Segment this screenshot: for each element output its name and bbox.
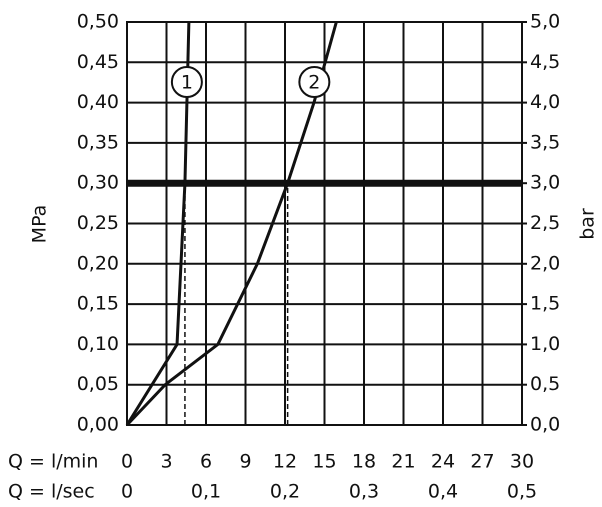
y-tick-label: 0,25 <box>77 212 119 234</box>
y2-tick-label: 1,0 <box>530 333 560 355</box>
x2-tick-label: 0 <box>121 481 133 503</box>
x2-axis-label: Q = l/sec <box>8 481 95 503</box>
y-tick-label: 0,20 <box>77 252 119 274</box>
y2-tick-label: 3,5 <box>530 131 560 153</box>
curve <box>125 21 191 426</box>
y2-tick-label: 2,0 <box>530 252 560 274</box>
x-tick-label: 3 <box>160 451 172 473</box>
curve-label: 2 <box>308 72 320 94</box>
y-tick-label: 0,45 <box>77 51 119 73</box>
x-tick-label: 18 <box>352 451 376 473</box>
plot-frame <box>126 21 523 426</box>
y2-tick-label: 4,5 <box>530 51 560 73</box>
y-tick-label: 0,15 <box>77 293 119 315</box>
x2-tick-label: 0,5 <box>507 481 537 503</box>
curve-label-circle <box>170 66 203 98</box>
x-tick-label: 12 <box>273 451 297 473</box>
y2-tick-label: 5,0 <box>530 11 560 33</box>
x-tick-label: 0 <box>121 451 133 473</box>
x-tick-label: 9 <box>239 451 251 473</box>
y-tick-label: 0,50 <box>77 11 119 33</box>
x2-tick-label: 0,4 <box>428 481 458 503</box>
y-tick-label: 0,30 <box>77 172 119 194</box>
y2-tick-label: 3,0 <box>530 172 560 194</box>
x-tick-label: 15 <box>312 451 336 473</box>
y2-axis-label: bar <box>577 208 599 240</box>
y-axis-label: MPa <box>29 205 51 244</box>
y2-tick-label: 1,5 <box>530 293 560 315</box>
curve-label-circle <box>298 66 331 98</box>
x2-tick-label: 0,3 <box>349 481 379 503</box>
curve <box>125 21 338 427</box>
x-tick-label: 27 <box>470 451 494 473</box>
y-tick-label: 0,10 <box>77 333 119 355</box>
x2-tick-label: 0,1 <box>191 481 221 503</box>
curve-label: 1 <box>181 72 193 94</box>
y2-tick-label: 4,0 <box>530 91 560 113</box>
x2-tick-label: 0,2 <box>270 481 300 503</box>
y-tick-label: 0,40 <box>77 91 119 113</box>
y-tick-label: 0,05 <box>77 373 119 395</box>
y2-tick-label: 0,5 <box>530 373 560 395</box>
y2-tick-label: 0,0 <box>530 414 560 436</box>
x-tick-label: 6 <box>200 451 212 473</box>
y-tick-label: 0,35 <box>77 131 119 153</box>
x-axis-label: Q = l/min <box>8 451 98 473</box>
x-tick-label: 30 <box>510 451 534 473</box>
y2-tick-label: 2,5 <box>530 212 560 234</box>
y-tick-label: 0,00 <box>77 414 119 436</box>
x-tick-label: 24 <box>431 451 455 473</box>
x-tick-label: 21 <box>391 451 415 473</box>
